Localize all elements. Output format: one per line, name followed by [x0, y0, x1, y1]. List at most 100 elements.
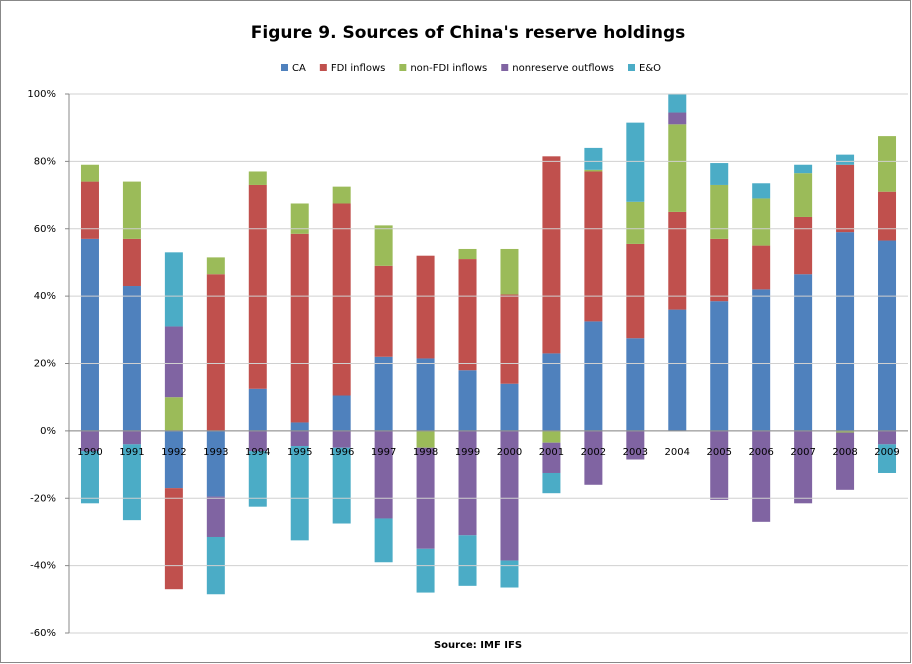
bar-segment [878, 240, 897, 431]
bar-segment [710, 238, 729, 302]
bar-segment [500, 560, 519, 588]
bar-segment [878, 430, 897, 445]
plot-area [80, 94, 897, 595]
bar-segment [416, 255, 435, 359]
x-tick-label: 1994 [245, 447, 270, 458]
bar-segment [836, 432, 855, 490]
bar-segment [248, 388, 267, 431]
bar-segment [290, 446, 309, 541]
bar-segment [332, 203, 351, 396]
bar-segment [752, 289, 771, 431]
bar-segment [794, 164, 813, 174]
x-tick-label: 1992 [161, 447, 186, 458]
bar-segment [80, 181, 99, 239]
bar-segment [584, 169, 603, 172]
bar-segment [206, 274, 225, 431]
bar-segment [836, 430, 855, 433]
y-tick-label: 60% [34, 224, 56, 235]
bar-segment [332, 395, 351, 431]
y-tick-label: 100% [27, 89, 56, 100]
bar-segment [500, 294, 519, 384]
bar-segment [626, 338, 645, 431]
bar-segment [878, 191, 897, 241]
bar-segment [374, 356, 393, 431]
bar-segment [836, 232, 855, 431]
bar-segment [122, 238, 141, 287]
x-tick-label: 2007 [790, 447, 815, 458]
x-tick-label: 2005 [706, 447, 731, 458]
x-tick-label: 1990 [77, 447, 102, 458]
bar-segment [584, 321, 603, 431]
bar-segment [710, 430, 729, 500]
bar-segment [458, 259, 477, 371]
legend-label: FDI inflows [331, 63, 386, 74]
bar-segment [164, 397, 183, 431]
bar-segment [374, 225, 393, 266]
bar-segment [500, 383, 519, 431]
bar-segment [416, 430, 435, 448]
x-tick-label: 2001 [539, 447, 564, 458]
bar-segment [668, 309, 687, 431]
bar-segment [500, 430, 519, 561]
bar-segment [794, 173, 813, 217]
legend-swatch [319, 64, 327, 71]
bar-segment [206, 257, 225, 275]
x-tick-label: 2003 [623, 447, 648, 458]
bar-segment [710, 301, 729, 431]
legend-label: E&O [639, 63, 661, 74]
bar-segment [752, 245, 771, 290]
legend-swatch [628, 64, 635, 71]
bar-segment [164, 252, 183, 327]
bar-segment [290, 430, 309, 447]
bar-segment [164, 430, 183, 489]
bar-segment [668, 124, 687, 212]
bar-segment [458, 370, 477, 431]
bar-segment [290, 422, 309, 431]
bar-segment [290, 203, 309, 234]
bar-segment [80, 164, 99, 182]
bar-segment [626, 122, 645, 202]
legend-label: non-FDI inflows [410, 63, 487, 74]
bar-segment [248, 184, 267, 389]
x-tick-label: 2004 [665, 447, 690, 458]
legend-label: CA [292, 63, 306, 74]
chart-title: Figure 9. Sources of China's reserve hol… [251, 23, 686, 43]
bar-segment [122, 286, 141, 431]
bar-segment [794, 274, 813, 431]
bar-segment [206, 496, 225, 537]
y-tick-label: 0% [40, 426, 56, 437]
bar-segment [80, 451, 99, 504]
bar-segment [80, 430, 99, 452]
bar-segment [416, 358, 435, 431]
bar-segment [80, 238, 99, 431]
bar-segment [584, 171, 603, 322]
x-tick-label: 1995 [287, 447, 312, 458]
bar-segment [668, 94, 687, 113]
x-tick-label: 2009 [874, 447, 899, 458]
bar-segment [248, 451, 267, 507]
bar-segment [164, 326, 183, 398]
bar-segment [542, 430, 561, 443]
y-tick-label: 20% [34, 359, 56, 370]
x-tick-label: 2002 [581, 447, 606, 458]
bar-segment [164, 488, 183, 590]
bar-segment [626, 201, 645, 244]
bar-segment [752, 183, 771, 199]
bar-segment [332, 186, 351, 204]
bar-segment [122, 181, 141, 239]
bar-segment [290, 233, 309, 423]
bar-segment [332, 430, 351, 448]
bar-segment [374, 518, 393, 563]
bar-segment [122, 444, 141, 521]
bar-segment [878, 136, 897, 192]
bar-segment [542, 353, 561, 431]
bar-segment [710, 184, 729, 239]
bar-segment [752, 430, 771, 522]
bar-segment [752, 198, 771, 246]
y-tick-label: 80% [34, 156, 56, 167]
y-tick-label: 40% [34, 291, 56, 302]
x-tick-label: 1997 [371, 447, 396, 458]
bar-segment [794, 216, 813, 275]
legend-swatch [399, 64, 407, 71]
